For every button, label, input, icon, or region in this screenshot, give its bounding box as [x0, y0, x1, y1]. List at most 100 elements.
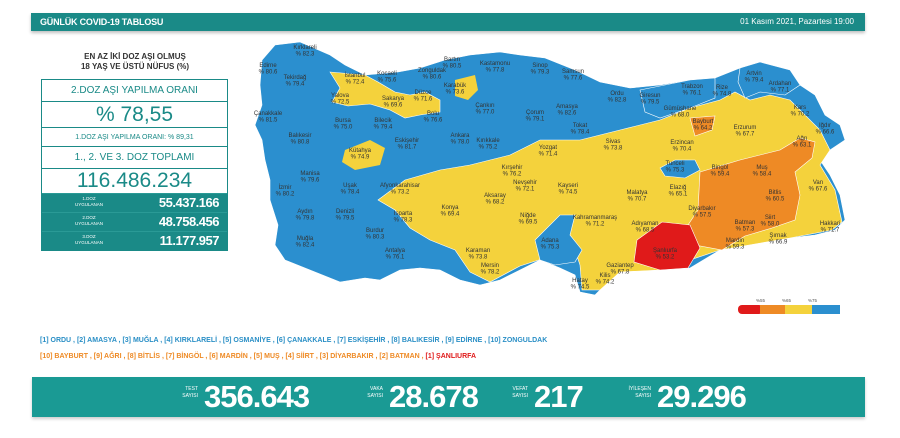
province-label: Zonguldak% 80.6 [418, 68, 447, 81]
province-label: Bartın% 80.5 [443, 57, 462, 70]
province-name: Ordu [610, 91, 623, 97]
province-label: Kocaeli% 75.6 [377, 71, 397, 84]
dose-sublabel: UYGULANAN [74, 202, 103, 207]
stat-value: 217 [534, 379, 584, 414]
province-name: Çanakkale [254, 111, 283, 117]
province-value: % 64.2 [694, 126, 713, 132]
province-name: Van [813, 180, 823, 186]
province-name: İzmir [279, 184, 292, 191]
dose-row-2: 2.DOZ UYGULANAN 48.758.456 [42, 212, 227, 231]
legend-label: %65 [782, 298, 792, 303]
province-name: Gaziantep [606, 263, 634, 269]
date-label: 01 Kasım 2021, Pazartesi 19:00 [740, 17, 854, 26]
province-label: Aksaray% 68.2 [484, 193, 506, 206]
province-label: Tekirdağ% 79.4 [284, 75, 307, 88]
province-value: % 70.2 [791, 112, 810, 118]
province-value: % 69.4 [441, 212, 460, 218]
province-value: % 69.5 [519, 220, 538, 226]
province-label: Burdur% 80.3 [366, 228, 385, 241]
province-value: % 68.0 [671, 113, 690, 119]
total-label: 1., 2. VE 3. DOZ TOPLAMI [42, 147, 227, 169]
province-value: % 72.4 [346, 80, 365, 86]
province-name: Edirne [259, 63, 277, 69]
province-value: % 76.6 [424, 118, 443, 124]
province-value: % 59.3 [726, 245, 745, 251]
province-value: % 82.6 [558, 111, 577, 117]
province-name: Diyarbakır [688, 206, 715, 212]
province-name: Batman [735, 220, 756, 226]
province-label: Muğla% 82.4 [296, 236, 315, 249]
province-name: Burdur [366, 228, 384, 234]
province-value: % 74.5 [559, 190, 578, 196]
province-value: % 78.3 [394, 218, 413, 224]
province-value: % 75.3 [541, 245, 560, 251]
province-value: % 80.6 [423, 75, 442, 81]
province-value: % 73.2 [391, 190, 410, 196]
province-name: Trabzon [681, 84, 703, 90]
legend-red [738, 305, 763, 314]
province-label: Mardin% 59.3 [726, 238, 745, 251]
province-label: Muş% 58.4 [753, 165, 772, 178]
stat-value: 29.296 [657, 379, 747, 414]
province-label: İstanbul% 72.4 [344, 72, 365, 86]
province-name: Amasya [556, 104, 578, 110]
province-name: Mardin [726, 238, 744, 244]
province-name: İstanbul [344, 72, 365, 79]
province-name: Giresun [639, 93, 660, 99]
province-value: % 80.6 [259, 70, 278, 76]
province-label: Tunceli% 75.3 [665, 161, 685, 174]
province-name: Şırnak [769, 233, 787, 239]
vaccine-title-line1: EN AZ İKİ DOZ AŞI OLMUŞ [84, 52, 186, 61]
province-name: Kırıkkale [476, 138, 500, 144]
province-label: Trabzon% 76.1 [681, 84, 703, 97]
province-label: Batman% 57.3 [735, 220, 756, 233]
province-name: Bayburt [693, 119, 714, 125]
province-label: Sinop% 79.3 [531, 63, 550, 76]
province-name: Kırşehir [502, 165, 523, 171]
stat-label: VEFAT [512, 386, 528, 392]
province-value: % 71.2 [586, 222, 605, 228]
province-value: % 76.1 [386, 255, 405, 261]
province-label: Kars% 70.2 [791, 105, 810, 118]
province-name: Elazığ [670, 185, 687, 191]
province-name: Sinop [532, 63, 548, 69]
province-name: Tunceli [665, 161, 684, 167]
province-name: Muş [756, 165, 767, 171]
province-value: % 79.6 [301, 178, 320, 184]
province-name: Erzurum [734, 125, 757, 131]
province-label: Giresun% 79.5 [639, 93, 660, 106]
province-label: Diyarbakır% 57.5 [688, 206, 715, 219]
stat-recovered: İYİLEŞEN SAYISI 29.296 [628, 377, 747, 417]
province-name: Denizli [336, 209, 354, 215]
province-name: Bitlis [769, 190, 782, 196]
province-label: Yozgat% 71.4 [539, 145, 558, 158]
province-name: Gümüşhane [664, 106, 697, 112]
province-value: % 82.8 [608, 98, 627, 104]
province-label: Kütahya% 74.9 [349, 148, 372, 161]
province-label: Yalova% 72.5 [331, 93, 350, 106]
province-name: Karaman [466, 248, 490, 254]
province-value: % 67.6 [809, 187, 828, 193]
province-value: % 79.4 [745, 78, 764, 84]
province-name: Bilecik [374, 118, 392, 124]
province-name: Hakkari [820, 221, 840, 227]
province-label: Afyonkarahisar% 73.2 [380, 183, 420, 196]
province-value: % 75.2 [479, 145, 498, 151]
province-value: % 75.6 [378, 78, 397, 84]
stat-label: SAYISI [635, 393, 651, 399]
province-label: Van% 67.6 [809, 180, 828, 193]
province-name: Kastamonu [480, 61, 510, 67]
province-name: Bursa [335, 118, 351, 124]
dose1-rate: 1.DOZ AŞI YAPILMA ORANI: % 89,31 [42, 128, 227, 147]
province-label: Bolu% 76.6 [424, 111, 443, 124]
province-value: % 77.6 [564, 76, 583, 82]
province-value: % 65.1 [669, 192, 688, 198]
vaccine-title: EN AZ İKİ DOZ AŞI OLMUŞ 18 YAŞ VE ÜSTÜ N… [40, 52, 230, 72]
province-value: % 63.1 [793, 143, 812, 149]
vaccine-title-line2: 18 YAŞ VE ÜSTÜ NÜFUS (%) [80, 62, 190, 71]
province-value: % 79.1 [526, 117, 545, 123]
province-label: Ardahan% 77.1 [769, 81, 792, 94]
province-value: % 80.5 [443, 64, 462, 70]
lowest-province: [1] ŞANLIURFA [423, 353, 477, 360]
province-label: Ankara% 78.0 [450, 133, 470, 146]
